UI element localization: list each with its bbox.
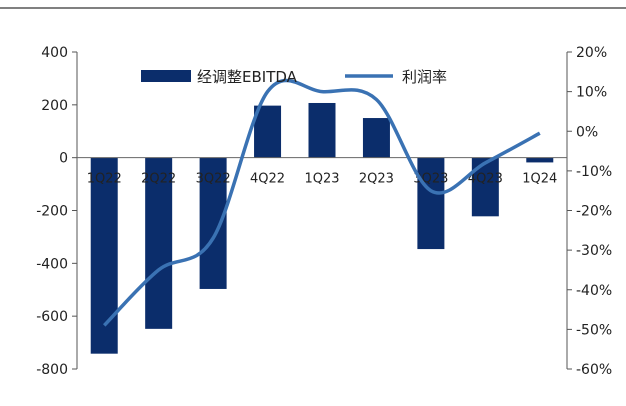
bar-1Q23 <box>308 102 336 158</box>
category-label-2Q22: 2Q22 <box>141 172 176 187</box>
bar-1Q22 <box>90 157 118 354</box>
right-axis: 20% 10% 0% -10% -20% -30% -40% -50% -60% <box>566 45 612 378</box>
category-label-1Q24: 1Q24 <box>522 172 557 187</box>
right-tick-label: -10% <box>576 164 612 180</box>
right-tick-label: -40% <box>576 283 612 299</box>
bar-2Q23 <box>362 118 390 158</box>
right-tick-label: -60% <box>576 362 612 378</box>
category-label-4Q22: 4Q22 <box>250 172 285 187</box>
line-series <box>102 78 541 327</box>
left-tick-label: 200 <box>41 98 68 114</box>
legend: 经调整EBITDA 利润率 <box>141 68 447 86</box>
bar-3Q23 <box>417 157 445 250</box>
left-tick-label: 400 <box>41 45 68 61</box>
right-tick-label: -50% <box>576 322 612 338</box>
right-tick-label: -30% <box>576 243 612 259</box>
category-label-2Q23: 2Q23 <box>359 172 394 187</box>
right-tick-label: 20% <box>576 45 607 61</box>
category-labels: 1Q22 2Q22 3Q22 4Q22 1Q23 2Q23 3Q23 4Q23 1Q24 <box>87 172 558 187</box>
category-label-1Q22: 1Q22 <box>87 172 122 187</box>
left-tick-label: 0 <box>59 151 68 167</box>
right-tick-label: 0% <box>576 124 598 140</box>
bar-4Q23 <box>471 157 499 217</box>
left-tick-label: -400 <box>36 256 68 272</box>
legend-label-bar: 经调整EBITDA <box>197 68 298 86</box>
bar-1Q24 <box>526 157 554 163</box>
bar-4Q22 <box>254 105 282 158</box>
left-tick-label: -800 <box>36 362 68 378</box>
bar-2Q22 <box>145 157 173 329</box>
legend-swatch-bar <box>141 70 191 82</box>
left-axis: 400 200 0 -200 -400 -600 -800 <box>36 45 78 378</box>
category-label-3Q22: 3Q22 <box>196 172 231 187</box>
left-tick-label: -200 <box>36 204 68 220</box>
right-tick-label: -20% <box>576 204 612 220</box>
category-label-4Q23: 4Q23 <box>468 172 503 187</box>
bar-series <box>90 102 554 354</box>
legend-label-line: 利润率 <box>402 68 447 86</box>
left-tick-label: -600 <box>36 309 68 325</box>
category-label-1Q23: 1Q23 <box>304 172 339 187</box>
right-tick-label: 10% <box>576 85 607 101</box>
